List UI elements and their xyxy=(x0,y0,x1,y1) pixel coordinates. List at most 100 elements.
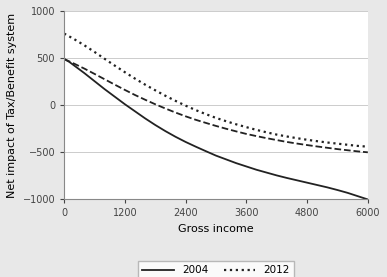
2012 xyxy=(67,35,72,38)
2008 xyxy=(163,107,168,110)
2004 xyxy=(224,158,228,161)
2012 xyxy=(214,116,218,120)
2004 xyxy=(315,183,320,187)
2004 xyxy=(234,161,238,165)
Line: 2012: 2012 xyxy=(64,34,368,147)
2004 xyxy=(102,88,107,91)
Line: 2008: 2008 xyxy=(64,59,368,152)
2012 xyxy=(295,137,299,140)
2008 xyxy=(204,121,208,125)
Legend: 2004, 2008, 2012: 2004, 2008, 2012 xyxy=(138,261,294,277)
2004 xyxy=(365,198,370,201)
2004 xyxy=(254,168,259,171)
2004 xyxy=(194,145,198,148)
2004 xyxy=(295,179,299,182)
X-axis label: Gross income: Gross income xyxy=(178,224,254,234)
2012 xyxy=(163,94,168,98)
2012 xyxy=(62,32,67,35)
2012 xyxy=(102,57,107,60)
2012 xyxy=(264,131,269,134)
2008 xyxy=(345,148,350,152)
2004 xyxy=(244,165,249,168)
2004 xyxy=(123,102,127,106)
2004 xyxy=(284,176,289,179)
2004 xyxy=(214,154,218,157)
2008 xyxy=(224,127,228,130)
2004 xyxy=(153,123,158,127)
2008 xyxy=(72,62,77,65)
2004 xyxy=(173,135,178,138)
2008 xyxy=(133,93,137,97)
2008 xyxy=(325,146,330,150)
2004 xyxy=(183,140,188,143)
2004 xyxy=(325,186,330,189)
2008 xyxy=(194,118,198,121)
2008 xyxy=(123,88,127,92)
2012 xyxy=(365,145,370,148)
2012 xyxy=(224,120,228,123)
2012 xyxy=(305,138,309,142)
2004 xyxy=(72,64,77,67)
2008 xyxy=(305,143,309,147)
2012 xyxy=(274,133,279,136)
2008 xyxy=(244,132,249,136)
2012 xyxy=(244,125,249,129)
2008 xyxy=(113,83,117,86)
2004 xyxy=(163,129,168,133)
2008 xyxy=(173,111,178,114)
2008 xyxy=(82,67,87,70)
2004 xyxy=(67,60,72,63)
2008 xyxy=(264,137,269,140)
2012 xyxy=(345,143,350,147)
2008 xyxy=(92,72,97,76)
2004 xyxy=(274,174,279,177)
2008 xyxy=(214,124,218,128)
2008 xyxy=(183,115,188,118)
2004 xyxy=(345,191,350,194)
2012 xyxy=(113,64,117,67)
Y-axis label: Net impact of Tax/Benefit system: Net impact of Tax/Benefit system xyxy=(7,13,17,198)
2012 xyxy=(92,50,97,54)
Line: 2004: 2004 xyxy=(64,59,368,199)
2008 xyxy=(254,134,259,138)
2012 xyxy=(204,112,208,116)
2004 xyxy=(82,71,87,75)
2008 xyxy=(234,130,238,133)
2012 xyxy=(133,77,137,80)
2008 xyxy=(365,151,370,154)
2008 xyxy=(153,102,158,106)
2012 xyxy=(143,83,147,86)
2004 xyxy=(113,95,117,98)
2004 xyxy=(62,57,67,61)
2008 xyxy=(62,57,67,61)
2012 xyxy=(153,89,158,92)
2012 xyxy=(173,99,178,102)
2004 xyxy=(92,79,97,83)
2004 xyxy=(143,117,147,120)
2012 xyxy=(72,38,77,41)
2008 xyxy=(295,142,299,145)
2004 xyxy=(133,110,137,113)
2008 xyxy=(102,78,107,81)
2008 xyxy=(284,140,289,143)
2012 xyxy=(355,144,360,148)
2008 xyxy=(67,60,72,63)
2008 xyxy=(274,138,279,142)
2012 xyxy=(183,104,188,107)
2012 xyxy=(194,108,198,112)
2012 xyxy=(315,140,320,143)
2008 xyxy=(315,145,320,148)
2012 xyxy=(254,128,259,132)
2008 xyxy=(335,147,340,151)
2012 xyxy=(335,142,340,145)
2004 xyxy=(355,194,360,198)
2004 xyxy=(204,150,208,153)
2012 xyxy=(123,71,127,74)
2012 xyxy=(82,44,87,47)
2012 xyxy=(325,141,330,144)
2008 xyxy=(355,150,360,153)
2008 xyxy=(143,98,147,101)
2012 xyxy=(234,123,238,126)
2012 xyxy=(284,135,289,138)
2004 xyxy=(335,188,340,192)
